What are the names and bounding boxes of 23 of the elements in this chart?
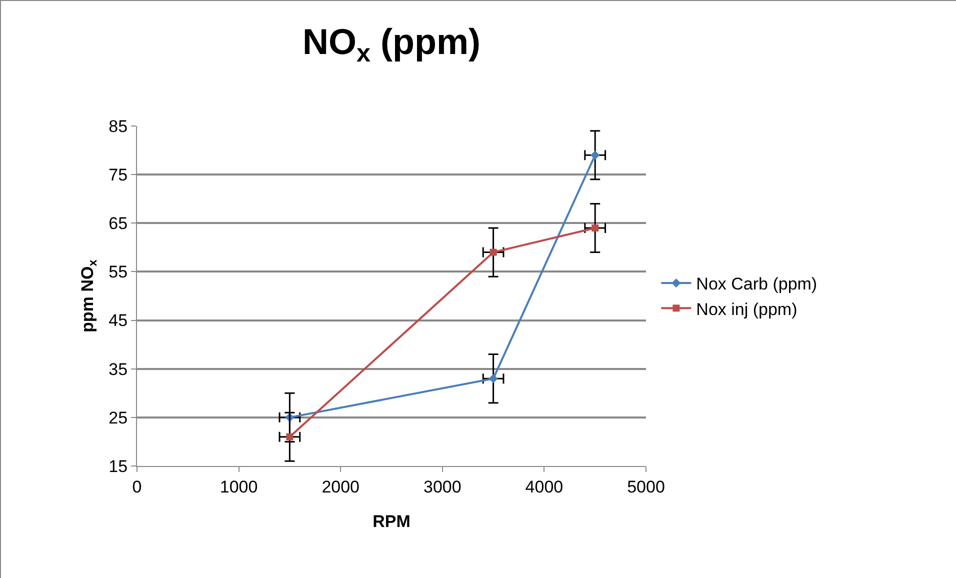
- chart-title: NO$_{x}$ (ppm): [302, 21, 480, 68]
- y-tick-label: 35: [108, 360, 128, 379]
- y-tick-label: 75: [108, 166, 128, 185]
- y-tick-label: 55: [108, 262, 128, 282]
- x-axis-title: RPM: [372, 512, 410, 531]
- y-tick-label: 25: [108, 408, 128, 428]
- legend-label: Nox Carb (ppm): [696, 274, 818, 294]
- legend-label: Nox inj (ppm): [696, 300, 798, 319]
- y-tick-label: 65: [108, 214, 128, 234]
- y-tick-label: 85: [108, 116, 128, 136]
- point: [490, 248, 497, 256]
- x-tick-label: 4000: [525, 477, 564, 496]
- point: [286, 433, 294, 440]
- y-tick-label: 45: [108, 311, 128, 330]
- point: [590, 150, 600, 160]
- y-tick-label: 15: [108, 456, 128, 476]
- x-tick-label: 0: [132, 477, 142, 496]
- x-tick-label: 1000: [220, 477, 258, 496]
- point: [592, 224, 599, 232]
- point: [488, 374, 498, 384]
- x-tick-label: 2000: [322, 477, 360, 496]
- x-tick-label: 3000: [423, 477, 462, 496]
- x-tick-label: 5000: [627, 477, 665, 496]
